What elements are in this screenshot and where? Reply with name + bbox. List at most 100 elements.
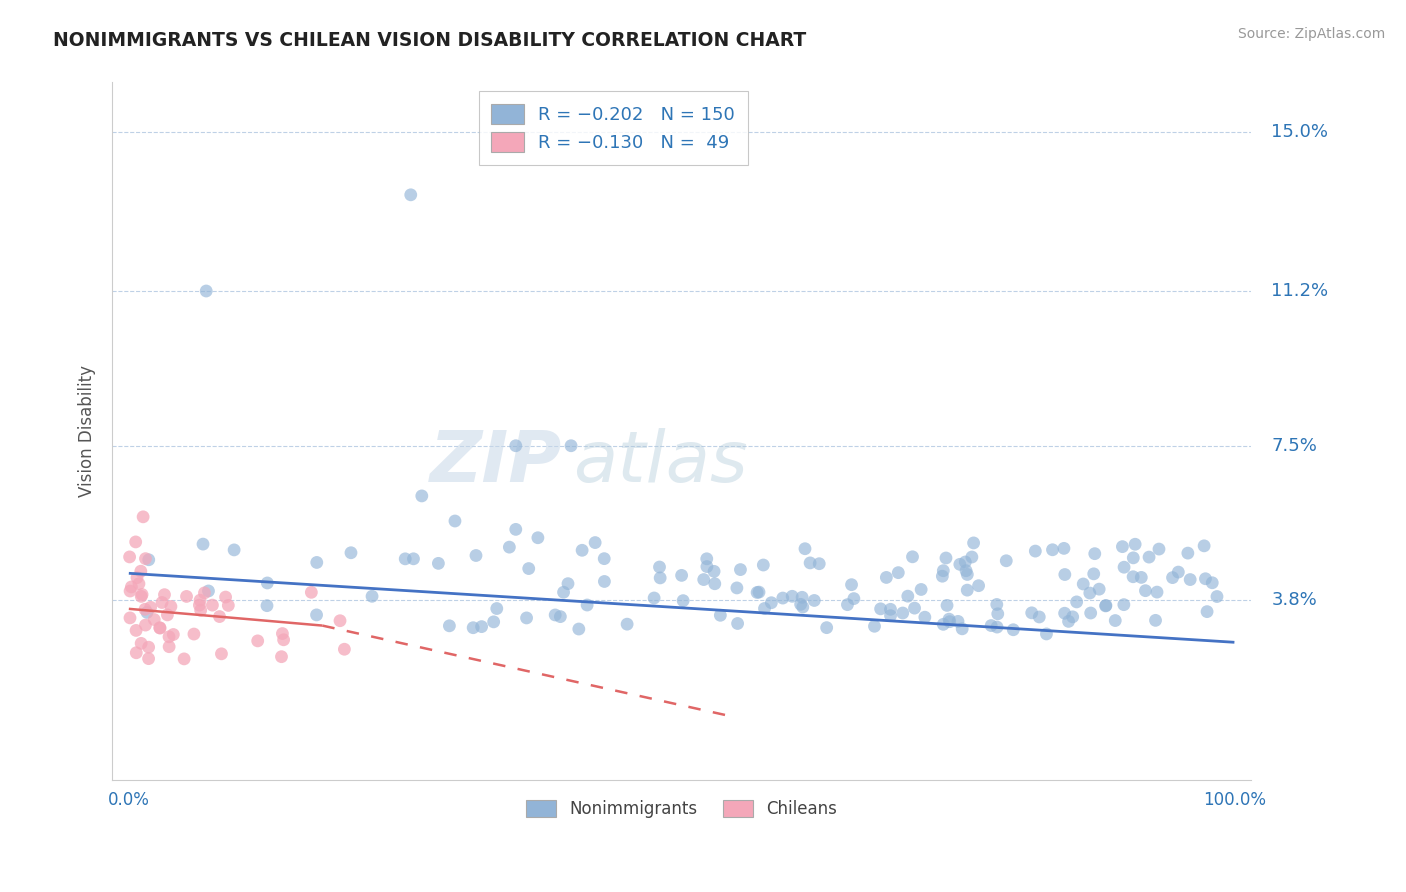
Point bbox=[256, 576, 278, 591]
Point bbox=[956, 583, 979, 598]
Point bbox=[931, 569, 953, 583]
Point bbox=[891, 606, 914, 620]
Text: 15.0%: 15.0% bbox=[1271, 123, 1329, 141]
Point bbox=[560, 439, 582, 453]
Point bbox=[129, 636, 152, 650]
Point bbox=[129, 564, 152, 578]
Point bbox=[125, 646, 148, 660]
Point bbox=[1111, 540, 1133, 554]
Point bbox=[792, 600, 814, 615]
Point bbox=[815, 621, 838, 635]
Point bbox=[935, 551, 957, 566]
Point bbox=[1130, 570, 1153, 584]
Point bbox=[696, 559, 718, 574]
Point bbox=[1021, 606, 1043, 620]
Text: 3.8%: 3.8% bbox=[1271, 591, 1317, 609]
Point bbox=[333, 642, 356, 657]
Point bbox=[593, 551, 616, 566]
Point bbox=[1053, 567, 1076, 582]
Point bbox=[794, 541, 817, 556]
Point bbox=[120, 580, 142, 594]
Text: atlas: atlas bbox=[574, 428, 748, 497]
Point bbox=[138, 640, 160, 655]
Point bbox=[505, 439, 527, 453]
Point bbox=[120, 584, 142, 599]
Point bbox=[1197, 605, 1219, 619]
Point bbox=[193, 586, 215, 600]
Point bbox=[131, 587, 153, 601]
Point bbox=[1066, 595, 1088, 609]
Point bbox=[191, 537, 214, 551]
Point bbox=[156, 607, 179, 622]
Point bbox=[672, 593, 695, 607]
Point bbox=[125, 535, 148, 549]
Point bbox=[946, 615, 969, 629]
Point bbox=[938, 612, 960, 626]
Point bbox=[986, 620, 1008, 634]
Text: Source: ZipAtlas.com: Source: ZipAtlas.com bbox=[1237, 27, 1385, 41]
Point bbox=[1095, 599, 1118, 613]
Point bbox=[139, 600, 162, 615]
Point bbox=[903, 601, 925, 615]
Text: 7.5%: 7.5% bbox=[1271, 437, 1317, 455]
Point bbox=[956, 567, 979, 582]
Point bbox=[211, 647, 233, 661]
Point bbox=[583, 535, 606, 549]
Point bbox=[643, 591, 665, 605]
Point bbox=[201, 598, 224, 612]
Point bbox=[1161, 571, 1184, 585]
Point bbox=[1146, 585, 1168, 599]
Point bbox=[841, 577, 863, 591]
Point bbox=[932, 617, 955, 632]
Point bbox=[1206, 590, 1229, 604]
Point bbox=[190, 603, 212, 617]
Point bbox=[571, 543, 593, 558]
Point bbox=[157, 630, 180, 644]
Point bbox=[980, 618, 1002, 632]
Point bbox=[803, 593, 825, 607]
Point bbox=[693, 573, 716, 587]
Point bbox=[329, 614, 352, 628]
Point bbox=[183, 627, 205, 641]
Point bbox=[1084, 547, 1107, 561]
Point bbox=[799, 556, 821, 570]
Point bbox=[195, 284, 218, 298]
Point bbox=[730, 563, 752, 577]
Text: NONIMMIGRANTS VS CHILEAN VISION DISABILITY CORRELATION CHART: NONIMMIGRANTS VS CHILEAN VISION DISABILI… bbox=[53, 31, 807, 50]
Point bbox=[703, 565, 725, 579]
Point bbox=[394, 552, 416, 566]
Point bbox=[160, 599, 183, 614]
Point bbox=[1057, 615, 1080, 629]
Point bbox=[1122, 570, 1144, 584]
Point bbox=[671, 568, 693, 582]
Point bbox=[143, 613, 166, 627]
Point bbox=[465, 549, 488, 563]
Point bbox=[950, 622, 973, 636]
Point bbox=[863, 619, 886, 633]
Point bbox=[197, 584, 219, 599]
Point bbox=[1053, 541, 1076, 556]
Point bbox=[648, 560, 671, 574]
Text: ZIP: ZIP bbox=[430, 428, 562, 497]
Point bbox=[887, 566, 910, 580]
Point bbox=[780, 589, 803, 603]
Point bbox=[399, 187, 422, 202]
Point bbox=[544, 607, 567, 622]
Point bbox=[299, 585, 322, 599]
Point bbox=[910, 582, 932, 597]
Point bbox=[444, 514, 467, 528]
Point bbox=[568, 622, 591, 636]
Point bbox=[995, 554, 1018, 568]
Point bbox=[1080, 606, 1102, 620]
Point bbox=[1083, 566, 1105, 581]
Point bbox=[132, 509, 155, 524]
Point bbox=[224, 542, 246, 557]
Y-axis label: Vision Disability: Vision Disability bbox=[79, 365, 96, 497]
Point bbox=[748, 585, 770, 599]
Point bbox=[134, 551, 156, 566]
Point bbox=[485, 601, 508, 615]
Point bbox=[517, 561, 540, 575]
Point bbox=[270, 649, 292, 664]
Point bbox=[246, 633, 269, 648]
Point bbox=[128, 576, 150, 591]
